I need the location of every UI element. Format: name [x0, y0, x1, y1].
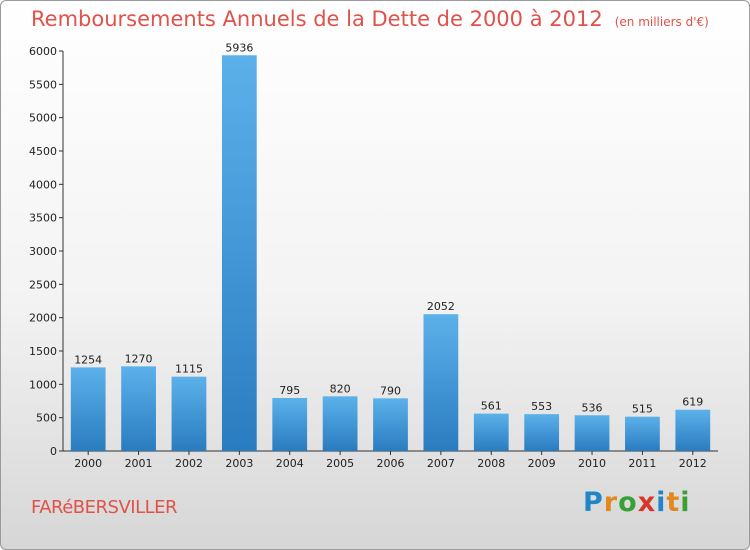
- chart-unit: (en milliers d'€): [614, 15, 709, 29]
- commune-name: FARéBERSVILLER: [31, 497, 178, 518]
- value-label: 619: [682, 396, 703, 409]
- x-tick-label: 2006: [377, 457, 405, 470]
- y-tick-label: 3500: [29, 212, 57, 225]
- y-tick-label: 5500: [29, 78, 57, 91]
- bar-2002: [171, 376, 207, 451]
- bar-2012: [675, 409, 711, 451]
- x-tick-label: 2003: [225, 457, 253, 470]
- logo-letter: i: [656, 487, 667, 518]
- chart-title: Remboursements Annuels de la Dette de 20…: [31, 7, 709, 31]
- bar-2009: [524, 414, 560, 451]
- y-tick-label: 0: [50, 445, 57, 458]
- logo-letter: P: [583, 487, 604, 518]
- x-tick-label: 2001: [125, 457, 153, 470]
- x-tick-label: 2010: [578, 457, 606, 470]
- axes: 0 500 1000 1500 2000 2500 3000 3500 4000 4500 5000…: [29, 45, 718, 470]
- bars: 1254 1270 1115 5936 795 820 790 2052 561 553 536 51…: [70, 41, 711, 452]
- bar-2006: [373, 398, 408, 451]
- value-label: 795: [279, 384, 300, 397]
- y-tick-label: 6000: [29, 45, 57, 58]
- y-tick-label: 500: [36, 412, 57, 425]
- bar-2008: [473, 413, 509, 451]
- x-tick-label: 2005: [326, 457, 354, 470]
- value-label: 561: [481, 400, 502, 413]
- value-label: 2052: [427, 300, 455, 313]
- value-label: 5936: [225, 41, 253, 54]
- value-label: 515: [632, 403, 653, 416]
- value-label: 820: [330, 382, 351, 395]
- bar-2011: [625, 416, 660, 451]
- x-tick-label: 2004: [276, 457, 304, 470]
- chart-title-text: Remboursements Annuels de la Dette de 20…: [31, 7, 603, 31]
- y-tick-label: 1000: [29, 378, 57, 391]
- y-tick-label: 4500: [29, 145, 57, 158]
- logo-letter: t: [666, 487, 681, 518]
- y-tick-label: 5000: [29, 112, 57, 125]
- bar-2007: [423, 314, 459, 451]
- y-tick-label: 2000: [29, 312, 57, 325]
- proxiti-logo: Proxiti: [583, 487, 691, 518]
- x-tick-label: 2011: [628, 457, 656, 470]
- x-tick-label: 2000: [74, 457, 102, 470]
- x-tick-label: 2008: [477, 457, 505, 470]
- bar-2004: [272, 398, 308, 451]
- x-tick-label: 2009: [528, 457, 556, 470]
- value-label: 1115: [175, 363, 203, 376]
- bar-2010: [574, 415, 610, 451]
- value-label: 553: [531, 400, 552, 413]
- value-label: 1270: [125, 352, 153, 365]
- bar-2000: [70, 367, 106, 451]
- bar-2003: [221, 55, 257, 452]
- value-label: 790: [380, 384, 401, 397]
- x-tick-label: 2007: [427, 457, 455, 470]
- bar-2001: [121, 366, 156, 451]
- logo-letter: i: [680, 487, 691, 518]
- x-tick-label: 2012: [679, 457, 707, 470]
- value-label: 1254: [74, 353, 102, 366]
- value-label: 536: [582, 401, 603, 414]
- logo-letter: o: [618, 487, 638, 518]
- bar-2005: [322, 396, 358, 451]
- x-tick-label: 2002: [175, 457, 203, 470]
- y-tick-label: 1500: [29, 345, 57, 358]
- y-tick-label: 4000: [29, 178, 57, 191]
- y-tick-label: 2500: [29, 278, 57, 291]
- logo-letter: x: [637, 487, 657, 518]
- logo-letter: r: [603, 487, 619, 518]
- y-tick-label: 3000: [29, 245, 57, 258]
